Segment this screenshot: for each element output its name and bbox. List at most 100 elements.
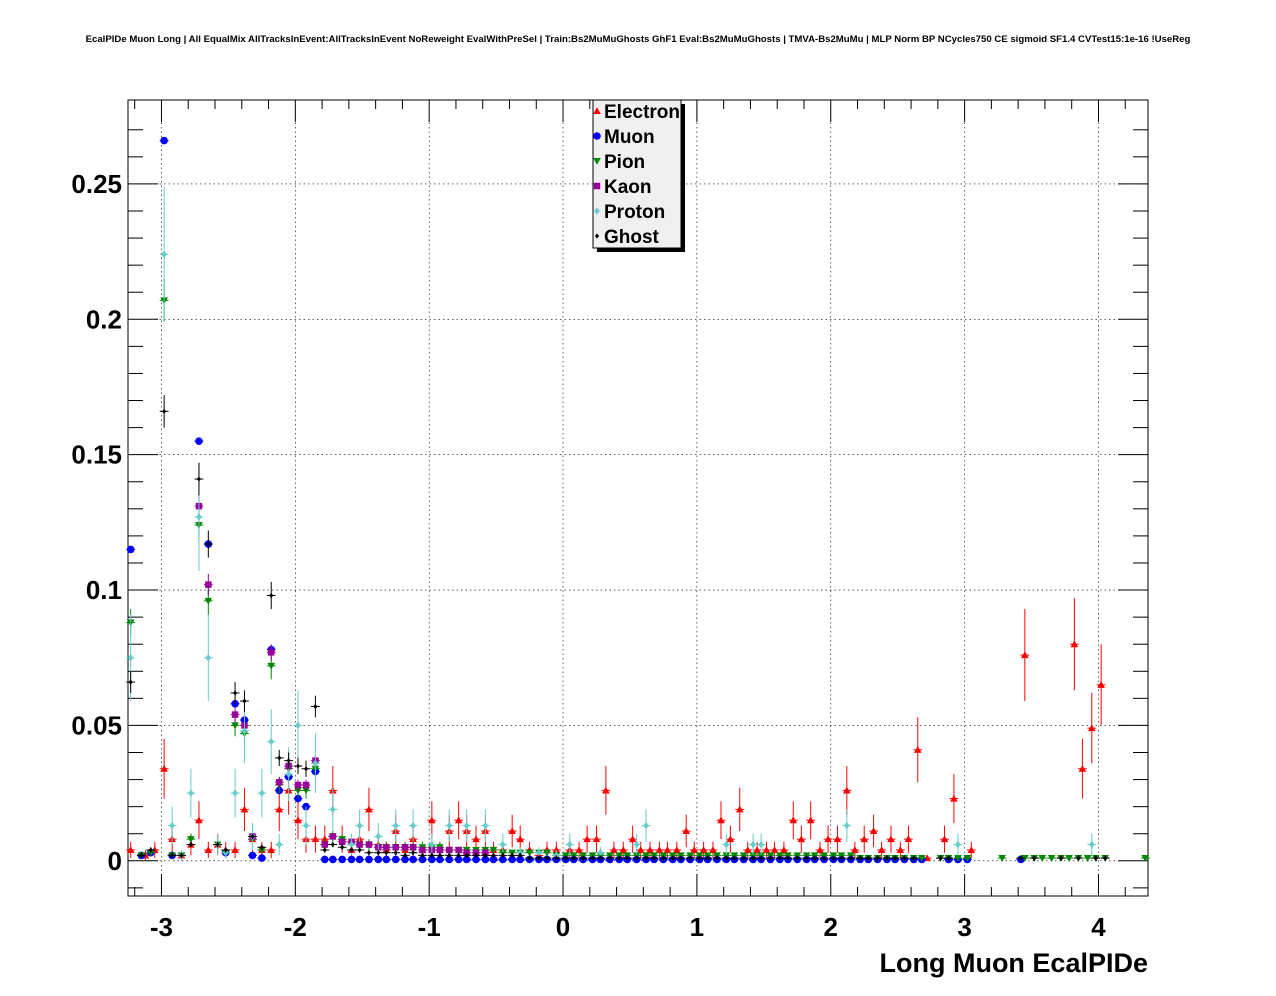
ghost-point bbox=[588, 855, 597, 861]
electron-marker bbox=[365, 805, 373, 813]
proton-marker bbox=[536, 848, 542, 857]
proton-point bbox=[274, 833, 284, 856]
electron-point bbox=[427, 801, 437, 840]
proton-marker bbox=[633, 840, 640, 849]
ghost-marker bbox=[269, 592, 274, 599]
ghost-point bbox=[400, 852, 410, 859]
electron-marker bbox=[126, 846, 135, 854]
proton-point bbox=[953, 833, 963, 856]
proton-point bbox=[641, 809, 651, 842]
ghost-point bbox=[213, 841, 223, 848]
ghost-point bbox=[792, 855, 802, 861]
kaon-marker bbox=[321, 841, 329, 848]
ghost-point bbox=[1100, 855, 1110, 861]
kaon-marker bbox=[436, 846, 444, 854]
electron-marker bbox=[472, 835, 480, 843]
ghost-marker bbox=[705, 855, 710, 861]
ghost-marker bbox=[544, 855, 550, 861]
ghost-marker bbox=[277, 755, 282, 761]
proton-marker bbox=[597, 848, 604, 857]
electron-marker bbox=[204, 846, 213, 854]
proton-point bbox=[159, 186, 169, 323]
ghost-point bbox=[846, 855, 856, 861]
muon-point bbox=[159, 136, 169, 145]
proton-marker bbox=[169, 821, 176, 830]
pion-marker bbox=[267, 662, 276, 670]
electron-marker bbox=[583, 835, 591, 843]
proton-point bbox=[408, 809, 418, 842]
ghost-point bbox=[685, 855, 695, 861]
proton-marker bbox=[375, 832, 382, 841]
ghost-point bbox=[221, 847, 231, 853]
electron-marker bbox=[682, 827, 690, 835]
muon-point bbox=[489, 855, 498, 864]
y-tick-label: 0 bbox=[108, 846, 122, 876]
electron-point bbox=[582, 825, 592, 853]
electron-point bbox=[949, 774, 959, 823]
ghost-marker bbox=[554, 855, 559, 861]
ghost-marker bbox=[510, 852, 515, 858]
muon-marker bbox=[454, 855, 463, 864]
ghost-marker bbox=[661, 855, 666, 861]
electron-point bbox=[833, 825, 842, 853]
pion-marker bbox=[917, 855, 926, 862]
pion-marker bbox=[543, 849, 551, 857]
electron-point bbox=[1087, 692, 1097, 764]
x-tick-label: 0 bbox=[556, 912, 570, 942]
pion-marker bbox=[1038, 855, 1047, 862]
muon-marker bbox=[428, 855, 436, 864]
kaon-marker bbox=[294, 781, 302, 789]
ghost-point bbox=[578, 855, 588, 861]
kaon-point bbox=[444, 846, 454, 854]
muon-marker bbox=[195, 437, 203, 445]
proton-marker bbox=[188, 789, 194, 797]
kaon-point bbox=[301, 779, 311, 791]
ghost-marker bbox=[500, 852, 505, 858]
proton-marker bbox=[303, 821, 309, 830]
kaon-marker bbox=[446, 846, 453, 854]
electron-marker bbox=[806, 816, 815, 824]
ghost-marker bbox=[1093, 855, 1098, 861]
electron-marker bbox=[709, 846, 717, 854]
ghost-point bbox=[515, 852, 525, 859]
muon-point bbox=[355, 855, 364, 864]
ghost-point bbox=[1091, 855, 1101, 861]
electron-marker bbox=[240, 805, 249, 813]
electron-marker bbox=[780, 846, 788, 854]
legend-label: Ghost bbox=[604, 227, 660, 248]
ghost-point bbox=[622, 855, 632, 861]
proton-point bbox=[203, 614, 213, 702]
kaon-point bbox=[381, 844, 391, 851]
proton-point bbox=[230, 768, 240, 818]
ghost-marker bbox=[330, 841, 335, 848]
ghost-marker bbox=[518, 852, 523, 858]
pion-marker bbox=[963, 855, 972, 862]
x-tick-label: 3 bbox=[957, 912, 971, 942]
ghost-marker bbox=[242, 698, 247, 704]
muon-marker bbox=[126, 545, 135, 554]
muon-point bbox=[328, 855, 338, 864]
ghost-marker bbox=[571, 855, 576, 861]
ghost-point bbox=[373, 849, 383, 856]
kaon-marker bbox=[356, 841, 363, 848]
ghost-marker bbox=[139, 852, 144, 858]
proton-point bbox=[355, 809, 364, 842]
ghost-point bbox=[695, 855, 704, 861]
ghost-marker bbox=[376, 850, 381, 856]
electron-point bbox=[895, 841, 905, 859]
electron-marker bbox=[699, 846, 708, 854]
electron-marker bbox=[843, 786, 851, 794]
ghost-point bbox=[1029, 855, 1039, 861]
ghost-point bbox=[569, 855, 579, 861]
kaon-marker bbox=[455, 846, 462, 854]
proton-marker bbox=[482, 821, 489, 830]
ghost-marker bbox=[1032, 855, 1037, 861]
electron-marker bbox=[267, 846, 276, 854]
kaon-point bbox=[364, 841, 374, 848]
muon-point bbox=[480, 855, 490, 864]
electron-point bbox=[1096, 644, 1106, 726]
ghost-point bbox=[676, 855, 686, 861]
ghost-marker bbox=[1018, 855, 1023, 861]
ghost-point bbox=[301, 760, 311, 777]
